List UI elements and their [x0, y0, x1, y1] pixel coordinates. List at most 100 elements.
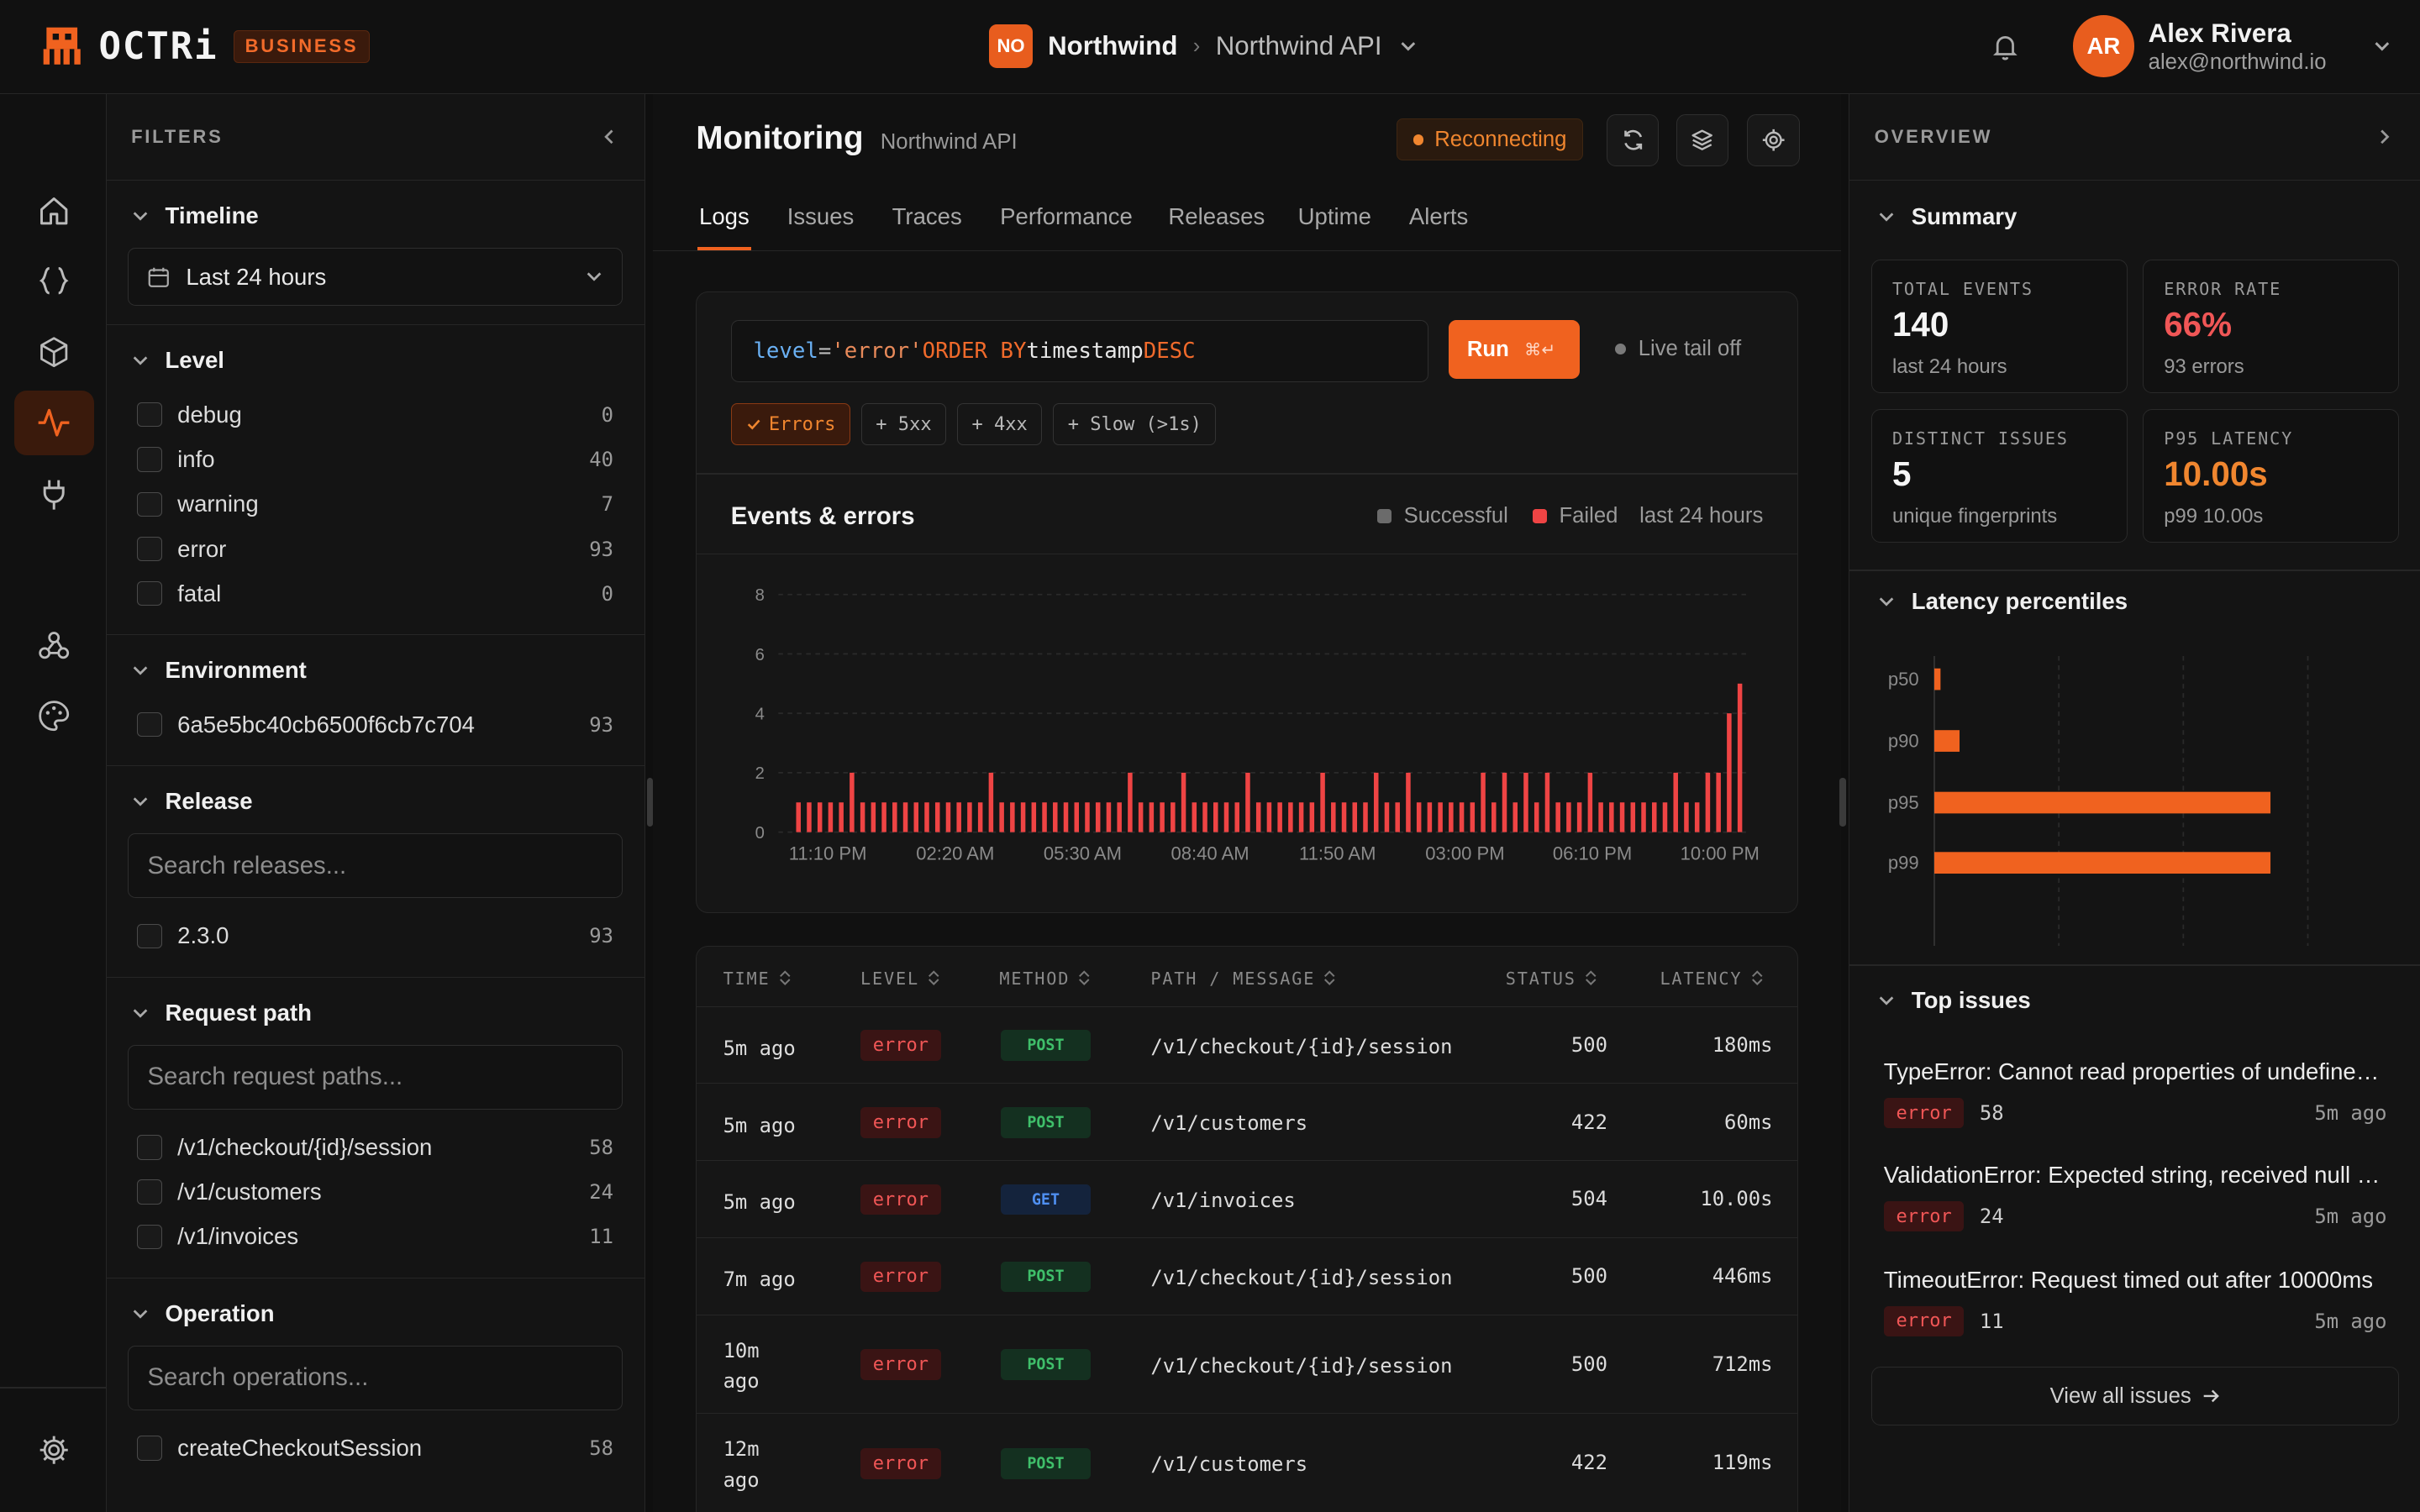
- tab-releases[interactable]: Releases: [1168, 203, 1265, 230]
- chip-5xx[interactable]: + 5xx: [860, 403, 947, 445]
- braces-icon[interactable]: [14, 249, 95, 313]
- method-badge: POST: [1001, 1349, 1091, 1380]
- checkbox[interactable]: [137, 923, 162, 948]
- table-row[interactable]: 5m ago error GET/v1/invoices 504 10.00s: [697, 1161, 1797, 1238]
- sort-icon[interactable]: [1323, 970, 1337, 986]
- table-row[interactable]: 5m ago error POST/v1/checkout/{id}/session…: [697, 1007, 1797, 1084]
- release-section-toggle[interactable]: Release: [128, 788, 623, 815]
- request-path-search-input[interactable]: Search request paths...: [128, 1044, 623, 1110]
- latency-section-toggle[interactable]: Latency percentiles: [1877, 588, 2128, 615]
- checkbox[interactable]: [137, 447, 162, 472]
- checkbox[interactable]: [137, 581, 162, 606]
- list-item[interactable]: ValidationError: Expected string, receiv…: [1883, 1162, 2387, 1232]
- org-name[interactable]: Northwind: [1048, 31, 1178, 61]
- request-path-section-toggle[interactable]: Request path: [128, 1000, 623, 1026]
- tab-uptime[interactable]: Uptime: [1297, 203, 1371, 230]
- webhook-icon[interactable]: [14, 612, 95, 677]
- palette-icon[interactable]: [14, 684, 95, 748]
- th-path[interactable]: PATH / MESSAGE: [1150, 969, 1337, 989]
- chevron-left-icon[interactable]: [598, 126, 620, 148]
- chip-4xx[interactable]: + 4xx: [956, 403, 1043, 445]
- table-row[interactable]: 12m ago error POST/v1/customers 422 119ms: [697, 1414, 1797, 1512]
- sort-icon[interactable]: [927, 970, 941, 986]
- resize-handle-right[interactable]: [1839, 777, 1846, 827]
- chart-bar: [1385, 802, 1390, 832]
- checkbox[interactable]: [137, 1436, 162, 1461]
- table-row[interactable]: 5m ago error POST/v1/customers 422 60ms: [697, 1084, 1797, 1162]
- level-option-debug[interactable]: debug 0: [128, 392, 623, 437]
- resize-handle-left[interactable]: [646, 777, 653, 827]
- chart-bar: [1042, 802, 1048, 832]
- sort-icon[interactable]: [778, 970, 792, 986]
- chip-errors[interactable]: Errors: [730, 403, 850, 445]
- latency-bar: [1934, 668, 1941, 690]
- refresh-button[interactable]: [1607, 113, 1660, 167]
- timeline-section-toggle[interactable]: Timeline: [128, 202, 623, 229]
- operation-section-toggle[interactable]: Operation: [128, 1300, 623, 1327]
- plug-icon[interactable]: [14, 461, 95, 526]
- table-row[interactable]: 7m ago error POST/v1/checkout/{id}/session…: [697, 1238, 1797, 1315]
- th-level[interactable]: LEVEL: [860, 969, 941, 989]
- live-tail-toggle[interactable]: Live tail off: [1615, 337, 1741, 361]
- sort-icon[interactable]: [1584, 970, 1598, 986]
- operation-option[interactable]: createCheckoutSession 58: [128, 1425, 623, 1470]
- th-status[interactable]: STATUS: [1506, 969, 1598, 989]
- tab-performance[interactable]: Performance: [1000, 203, 1133, 230]
- list-item[interactable]: TimeoutError: Request timed out after 10…: [1883, 1267, 2387, 1337]
- chevron-down-icon[interactable]: [2371, 35, 2393, 57]
- environment-section-toggle[interactable]: Environment: [128, 657, 623, 684]
- layers-button[interactable]: [1676, 113, 1729, 167]
- tab-logs[interactable]: Logs: [699, 203, 750, 230]
- level-option-info[interactable]: info 40: [128, 437, 623, 481]
- th-latency[interactable]: LATENCY: [1660, 969, 1764, 989]
- timeline-select[interactable]: Last 24 hours: [128, 247, 623, 307]
- org-project-switcher[interactable]: NO Northwind › Northwind API: [989, 24, 1419, 68]
- level-option-fatal[interactable]: fatal 0: [128, 571, 623, 616]
- th-method[interactable]: METHOD: [999, 969, 1092, 989]
- tab-traces[interactable]: Traces: [892, 203, 962, 230]
- octopus-logo-icon: [43, 28, 81, 66]
- table-row[interactable]: 10m ago error POST/v1/checkout/{id}/sessio…: [697, 1315, 1797, 1415]
- summary-section-toggle[interactable]: Summary: [1877, 203, 2017, 230]
- list-item[interactable]: TypeError: Cannot read properties of und…: [1883, 1058, 2387, 1129]
- bell-icon[interactable]: [1990, 31, 2021, 62]
- th-time[interactable]: TIME: [723, 969, 792, 989]
- view-all-issues-button[interactable]: View all issues: [1871, 1367, 2400, 1426]
- logo[interactable]: OCTRi BUSINESS: [40, 24, 371, 68]
- checkbox[interactable]: [137, 536, 162, 562]
- checkbox[interactable]: [137, 1135, 162, 1160]
- release-option[interactable]: 2.3.0 93: [128, 914, 623, 958]
- level-option-error[interactable]: error 93: [128, 527, 623, 571]
- release-search-input[interactable]: Search releases...: [128, 833, 623, 899]
- chip-slow[interactable]: + Slow (>1s): [1053, 403, 1217, 445]
- checkbox[interactable]: [137, 712, 162, 738]
- sort-icon[interactable]: [1750, 970, 1765, 986]
- level-section-toggle[interactable]: Level: [128, 347, 623, 374]
- settings-button[interactable]: [1747, 113, 1800, 167]
- chevron-down-icon[interactable]: [1397, 35, 1419, 57]
- checkbox[interactable]: [137, 402, 162, 428]
- sort-icon[interactable]: [1077, 970, 1092, 986]
- operation-search-input[interactable]: Search operations...: [128, 1345, 623, 1410]
- gear-icon[interactable]: [14, 1418, 95, 1483]
- request-path-option[interactable]: /v1/checkout/{id}/session 58: [128, 1125, 623, 1169]
- checkbox[interactable]: [137, 491, 162, 517]
- chevron-right-icon[interactable]: [2374, 126, 2396, 148]
- tab-issues[interactable]: Issues: [786, 203, 855, 230]
- tab-alerts[interactable]: Alerts: [1408, 203, 1469, 230]
- user-menu[interactable]: AR Alex Rivera alex@northwind.io: [2072, 15, 2393, 77]
- request-path-option[interactable]: /v1/invoices 11: [128, 1215, 623, 1259]
- project-name[interactable]: Northwind API: [1215, 31, 1382, 61]
- request-path-option[interactable]: /v1/customers 24: [128, 1169, 623, 1214]
- activity-icon[interactable]: [13, 390, 95, 455]
- environment-option[interactable]: 6a5e5bc40cb6500f6cb7c704 93: [128, 702, 623, 747]
- level-option-warning[interactable]: warning 7: [128, 482, 623, 527]
- checkbox[interactable]: [137, 1179, 162, 1205]
- query-input[interactable]: level = 'error' ORDER BY timestamp DESC: [730, 320, 1428, 382]
- run-button[interactable]: Run ⌘↵: [1448, 320, 1580, 379]
- checkbox[interactable]: [137, 1224, 162, 1250]
- chart-bar: [1192, 802, 1197, 832]
- home-icon[interactable]: [14, 179, 95, 244]
- package-icon[interactable]: [14, 319, 95, 384]
- top-issues-section-toggle[interactable]: Top issues: [1877, 987, 2031, 1014]
